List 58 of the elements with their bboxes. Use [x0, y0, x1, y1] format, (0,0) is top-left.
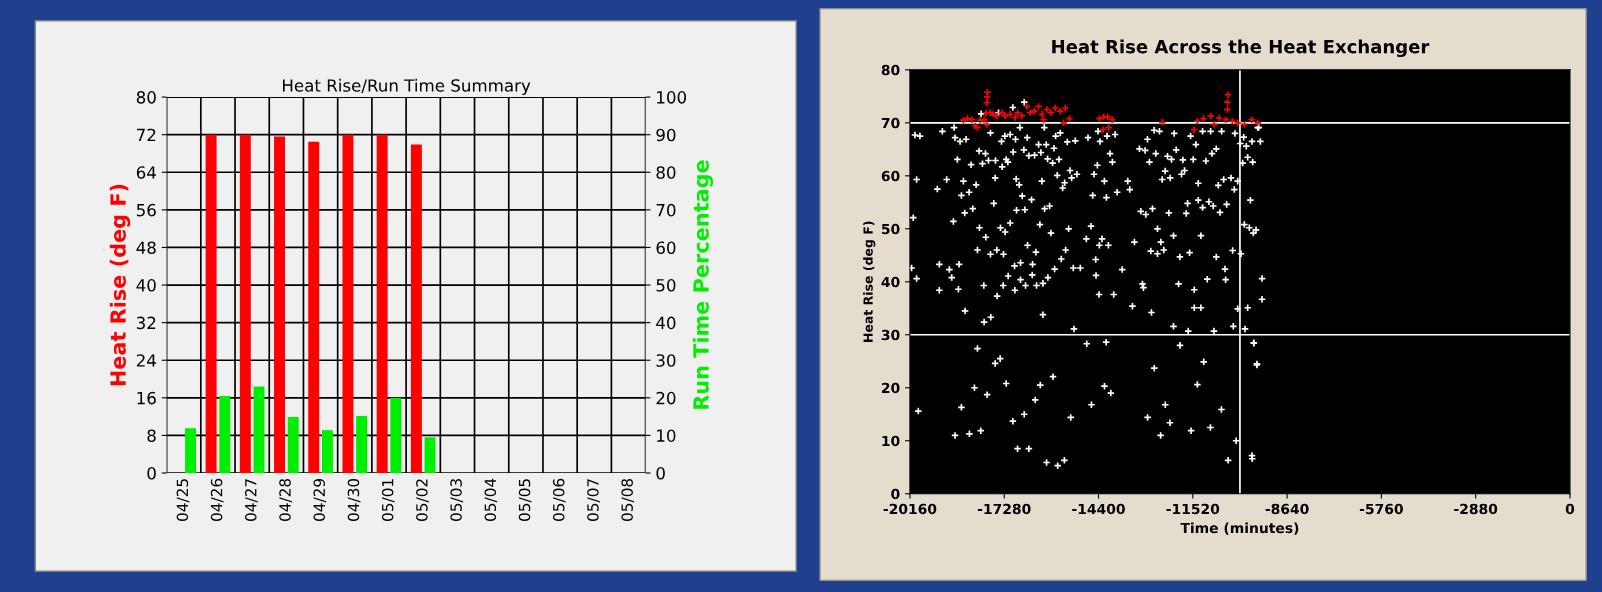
x-tick-label: 04/25	[176, 479, 190, 521]
y2-tick-label: 70	[656, 203, 676, 217]
x-tick-label: -5760	[1359, 503, 1403, 515]
x-tick-label: -8640	[1265, 503, 1309, 515]
y2-tick-label: 80	[656, 166, 676, 179]
x-tick-label: 05/01	[381, 479, 395, 521]
y2-tick-label: 90	[656, 128, 676, 142]
y-tick-label: 32	[136, 316, 156, 330]
y-tick-label: 20	[881, 382, 900, 394]
y2-tick-label: 100	[657, 91, 687, 104]
y-tick-label: 40	[136, 279, 156, 292]
x-tick-label: -17280	[977, 503, 1031, 515]
x-tick-label: -20160	[883, 503, 937, 515]
x-tick-label: 05/03	[450, 479, 464, 521]
y2-tick-label: 10	[657, 429, 676, 442]
y-tick-label: 40	[881, 276, 900, 288]
x-tick-label: 04/28	[279, 478, 292, 521]
y-tick-label: 72	[137, 128, 156, 142]
y-tick-label: 48	[136, 241, 156, 255]
y2-axis-title: Run Time Percentage	[692, 160, 714, 409]
x-tick-label: 05/07	[587, 479, 600, 521]
x-tick-label: -2880	[1454, 503, 1498, 515]
y2-tick-label: 40	[656, 316, 676, 330]
y-tick-label: 24	[136, 354, 156, 367]
y2-tick-label: 50	[656, 279, 676, 292]
y-tick-label: 50	[881, 223, 900, 235]
y-tick-label: 0	[147, 466, 156, 480]
y-tick-label: 8	[147, 429, 156, 442]
chart-title: Heat Rise/Run Time Summary	[283, 78, 531, 95]
x-tick-label: 0	[1565, 503, 1575, 515]
x-axis-title: Time (minutes)	[1180, 522, 1299, 535]
y2-tick-label: 20	[656, 391, 676, 405]
y-axis-title: Heat Rise (deg F)	[863, 221, 876, 342]
y-tick-label: 56	[136, 203, 156, 217]
y2-tick-label: 30	[656, 354, 676, 367]
x-tick-label: 04/27	[245, 479, 258, 521]
y-tick-label: 60	[881, 170, 900, 182]
y2-tick-label: 60	[656, 241, 676, 255]
y-tick-label: 64	[136, 166, 156, 179]
x-tick-label: 05/04	[484, 478, 498, 521]
x-tick-label: 05/05	[518, 479, 532, 521]
y-tick-label: 30	[881, 329, 900, 341]
y-axis-title: Heat Rise (deg F)	[109, 184, 131, 386]
y-tick-label: 80	[136, 91, 156, 104]
x-tick-label: -11520	[1166, 503, 1220, 515]
x-tick-label: -14400	[1072, 503, 1125, 515]
x-tick-label: 05/06	[552, 478, 566, 521]
y-tick-label: 16	[137, 391, 156, 405]
x-tick-label: 04/26	[210, 478, 224, 521]
x-tick-label: 04/30	[347, 478, 361, 521]
y2-tick-label: 0	[656, 466, 665, 480]
x-tick-label: 05/02	[416, 479, 429, 521]
y-tick-label: 10	[882, 435, 900, 447]
y-tick-label: 80	[881, 64, 900, 76]
x-tick-label: 04/29	[313, 478, 327, 521]
x-tick-label: 05/08	[621, 478, 635, 521]
chart-title: Heat Rise Across the Heat Exchanger	[1052, 39, 1430, 58]
y-tick-label: 70	[881, 117, 900, 129]
